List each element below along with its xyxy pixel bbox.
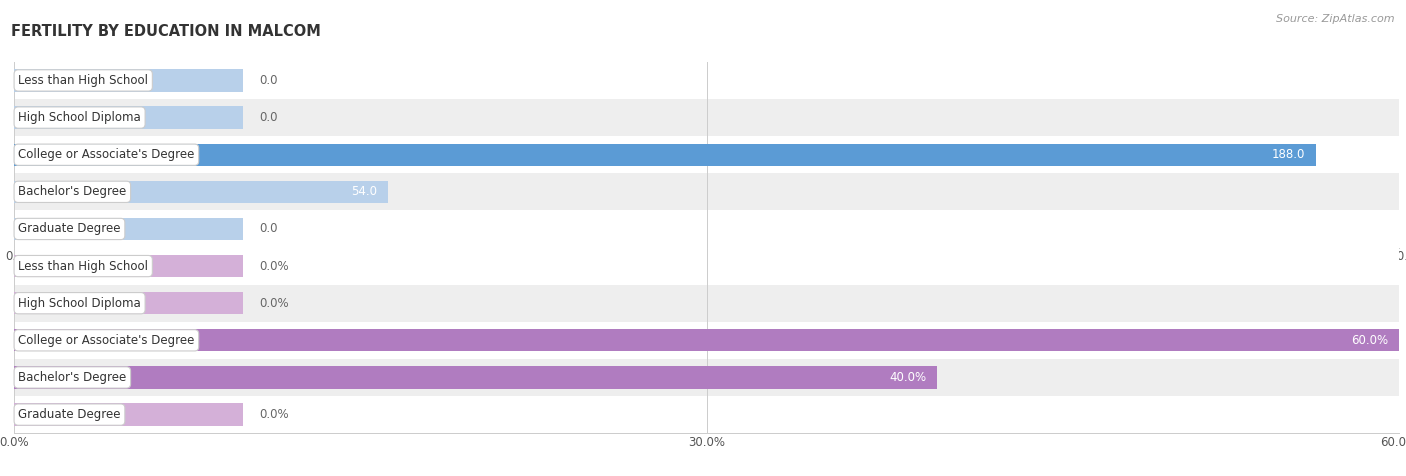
- Bar: [14, 210, 1399, 248]
- Text: College or Associate's Degree: College or Associate's Degree: [18, 148, 194, 161]
- Bar: [14, 136, 1399, 173]
- Text: Less than High School: Less than High School: [18, 74, 148, 87]
- Text: Graduate Degree: Graduate Degree: [18, 222, 121, 236]
- Bar: [14, 248, 1399, 285]
- Text: Source: ZipAtlas.com: Source: ZipAtlas.com: [1277, 14, 1395, 24]
- Text: 60.0%: 60.0%: [1351, 334, 1388, 347]
- Text: Bachelor's Degree: Bachelor's Degree: [18, 371, 127, 384]
- Text: 54.0: 54.0: [352, 185, 377, 198]
- Bar: [14, 62, 1399, 99]
- Text: 0.0%: 0.0%: [259, 259, 288, 273]
- Text: Bachelor's Degree: Bachelor's Degree: [18, 185, 127, 198]
- Text: 40.0%: 40.0%: [889, 371, 927, 384]
- Bar: [14, 144, 1316, 166]
- Bar: [14, 322, 1399, 359]
- Bar: [14, 218, 243, 240]
- Bar: [14, 396, 1399, 433]
- Text: 0.0: 0.0: [259, 111, 278, 124]
- Bar: [14, 69, 243, 91]
- Text: FERTILITY BY EDUCATION IN MALCOM: FERTILITY BY EDUCATION IN MALCOM: [11, 24, 321, 39]
- Bar: [14, 99, 1399, 136]
- Text: 0.0: 0.0: [259, 74, 278, 87]
- Bar: [14, 404, 243, 426]
- Text: High School Diploma: High School Diploma: [18, 297, 141, 310]
- Text: Graduate Degree: Graduate Degree: [18, 408, 121, 421]
- Text: College or Associate's Degree: College or Associate's Degree: [18, 334, 194, 347]
- Bar: [14, 292, 243, 314]
- Text: 0.0: 0.0: [259, 222, 278, 236]
- Text: 0.0%: 0.0%: [259, 408, 288, 421]
- Text: 0.0%: 0.0%: [259, 297, 288, 310]
- Bar: [14, 359, 1399, 396]
- Bar: [14, 367, 938, 388]
- Text: High School Diploma: High School Diploma: [18, 111, 141, 124]
- Bar: [14, 181, 388, 203]
- Text: Less than High School: Less than High School: [18, 259, 148, 273]
- Bar: [14, 173, 1399, 210]
- Bar: [14, 107, 243, 129]
- Bar: [14, 285, 1399, 322]
- Bar: [14, 255, 243, 277]
- Text: 188.0: 188.0: [1271, 148, 1305, 161]
- Bar: [14, 329, 1399, 351]
